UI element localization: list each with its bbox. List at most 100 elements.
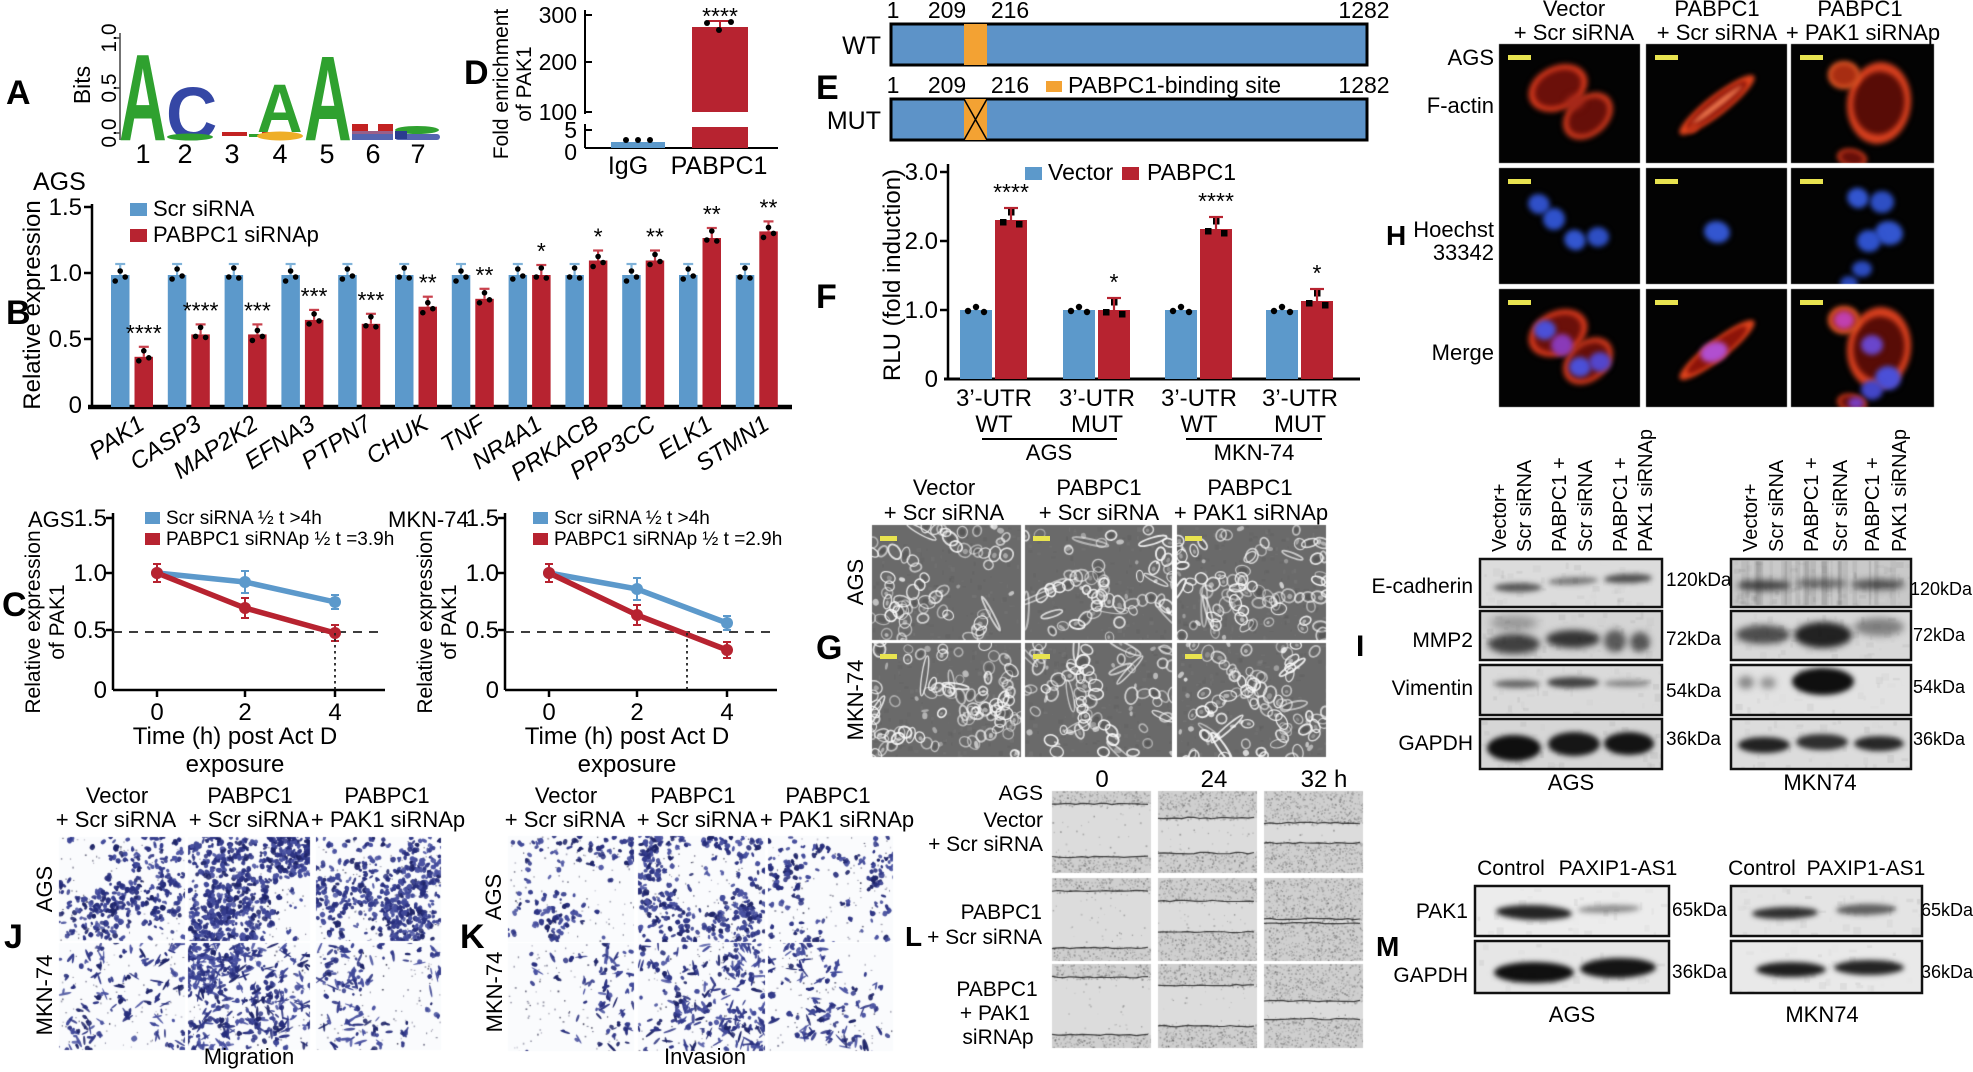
svg-text:72kDa: 72kDa [1666, 629, 1721, 650]
svg-text:L: L [905, 921, 922, 952]
svg-text:216: 216 [991, 72, 1029, 98]
svg-text:4: 4 [328, 699, 341, 726]
svg-text:PABPC1: PABPC1 [961, 901, 1042, 924]
svg-text:2.0: 2.0 [905, 228, 938, 255]
svg-text:exposure: exposure [578, 751, 677, 778]
svg-text:PABPC1: PABPC1 [956, 978, 1037, 1001]
svg-text:MKN-74: MKN-74 [1214, 440, 1295, 465]
svg-text:MKN74: MKN74 [1785, 1002, 1858, 1027]
svg-text:AGS: AGS [1548, 770, 1594, 795]
svg-text:Scr siRNA: Scr siRNA [153, 196, 255, 221]
svg-text:**: ** [703, 201, 721, 227]
svg-text:0: 0 [486, 677, 499, 704]
svg-text:***: *** [301, 283, 328, 309]
svg-text:Invasion: Invasion [664, 1044, 746, 1069]
svg-text:A: A [304, 31, 352, 166]
svg-text:0.0: 0.0 [98, 118, 121, 147]
svg-text:65kDa: 65kDa [1672, 900, 1727, 921]
svg-text:36kDa: 36kDa [1666, 729, 1721, 750]
svg-text:H: H [1386, 220, 1406, 251]
svg-text:GAPDH: GAPDH [1398, 732, 1473, 755]
svg-text:F-actin: F-actin [1427, 93, 1494, 118]
svg-text:120kDa: 120kDa [1910, 579, 1973, 599]
svg-text:5: 5 [564, 117, 577, 143]
svg-text:I: I [1356, 630, 1364, 663]
svg-text:Relative expression: Relative expression [22, 530, 45, 713]
svg-text:PABPC1 +: PABPC1 + [1801, 457, 1823, 552]
svg-text:AGS: AGS [33, 168, 86, 196]
svg-text:54kDa: 54kDa [1666, 681, 1721, 702]
svg-text:2: 2 [630, 699, 643, 726]
svg-text:AGS: AGS [1549, 1002, 1595, 1027]
svg-text:2: 2 [177, 139, 192, 169]
svg-text:Scr siRNA: Scr siRNA [1514, 459, 1536, 552]
svg-text:Scr siRNA: Scr siRNA [1830, 459, 1852, 552]
svg-text:***: *** [357, 287, 384, 313]
svg-text:PAXIP1-AS1: PAXIP1-AS1 [1807, 857, 1926, 880]
svg-text:0.5: 0.5 [74, 617, 107, 644]
svg-text:1.0: 1.0 [49, 260, 82, 287]
svg-text:32 h: 32 h [1301, 766, 1348, 793]
svg-text:****: **** [702, 3, 738, 29]
svg-text:PABPC1 siRNAp: PABPC1 siRNAp [153, 222, 319, 247]
svg-text:A: A [119, 28, 167, 166]
svg-text:36kDa: 36kDa [1913, 729, 1966, 749]
svg-text:A: A [6, 74, 31, 112]
svg-text:MUT: MUT [827, 107, 881, 135]
svg-text:of PAK1: of PAK1 [513, 46, 536, 122]
svg-text:0: 0 [94, 677, 107, 704]
svg-text:Scr siRNA ½ t >4h: Scr siRNA ½ t >4h [554, 508, 710, 529]
svg-text:0: 0 [925, 366, 938, 393]
svg-text:1282: 1282 [1338, 72, 1389, 98]
svg-text:5: 5 [319, 139, 334, 169]
svg-text:Vector: Vector [535, 783, 597, 808]
svg-text:PABPC1: PABPC1 [785, 783, 870, 808]
svg-text:0: 0 [542, 699, 555, 726]
svg-text:Vector: Vector [1543, 0, 1605, 21]
svg-text:1: 1 [135, 139, 150, 169]
svg-text:Relative expression: Relative expression [414, 530, 437, 713]
svg-text:AGS: AGS [32, 866, 57, 912]
svg-text:Time (h) post Act D: Time (h) post Act D [525, 723, 730, 750]
svg-text:PABPC1 siRNAp ½ t =3.9h: PABPC1 siRNAp ½ t =3.9h [166, 529, 394, 550]
svg-text:WT: WT [842, 32, 881, 60]
svg-text:+ Scr siRNA: + Scr siRNA [189, 807, 310, 832]
svg-text:PABPC1: PABPC1 [1207, 475, 1292, 500]
svg-text:1.0: 1.0 [98, 23, 121, 52]
svg-text:1.0: 1.0 [74, 560, 107, 587]
svg-text:+ Scr siRNA: + Scr siRNA [505, 807, 626, 832]
svg-text:1.5: 1.5 [49, 194, 82, 221]
svg-text:1.5: 1.5 [466, 505, 499, 532]
svg-text:Control: Control [1728, 857, 1796, 880]
svg-text:3.0: 3.0 [905, 159, 938, 186]
svg-text:PABPC1 +: PABPC1 + [1549, 457, 1571, 552]
svg-text:Vector+: Vector+ [1489, 484, 1511, 552]
svg-text:****: **** [183, 297, 219, 323]
svg-text:E: E [816, 69, 839, 107]
svg-text:Time (h) post Act D: Time (h) post Act D [133, 723, 338, 750]
svg-text:***: *** [244, 297, 271, 323]
svg-text:MKN-74: MKN-74 [388, 507, 469, 532]
svg-text:C: C [166, 72, 217, 156]
svg-text:K: K [460, 918, 485, 956]
svg-text:+ Scr siRNA: + Scr siRNA [56, 807, 177, 832]
svg-text:+ Scr siRNA: + Scr siRNA [1039, 500, 1160, 525]
svg-text:Vector+: Vector+ [1740, 484, 1762, 552]
svg-text:Merge: Merge [1432, 340, 1494, 365]
svg-text:**: ** [760, 194, 778, 220]
svg-text:3: 3 [224, 139, 239, 169]
svg-text:24: 24 [1201, 766, 1228, 793]
svg-text:AGS: AGS [28, 507, 74, 532]
svg-text:MKN-74: MKN-74 [32, 955, 57, 1036]
svg-text:Fold enrichment: Fold enrichment [490, 9, 513, 160]
svg-text:of PAK1: of PAK1 [46, 584, 69, 660]
svg-text:216: 216 [991, 0, 1029, 23]
svg-text:MUT: MUT [1071, 411, 1123, 438]
svg-text:**: ** [476, 262, 494, 288]
svg-text:PABPC1-binding site: PABPC1-binding site [1068, 72, 1281, 98]
svg-text:B: B [6, 294, 31, 332]
svg-text:AGS: AGS [1026, 440, 1072, 465]
svg-text:1.5: 1.5 [74, 505, 107, 532]
svg-text:CHUK: CHUK [362, 410, 435, 470]
svg-text:+ PAK1 siRNAp: + PAK1 siRNAp [311, 807, 465, 832]
